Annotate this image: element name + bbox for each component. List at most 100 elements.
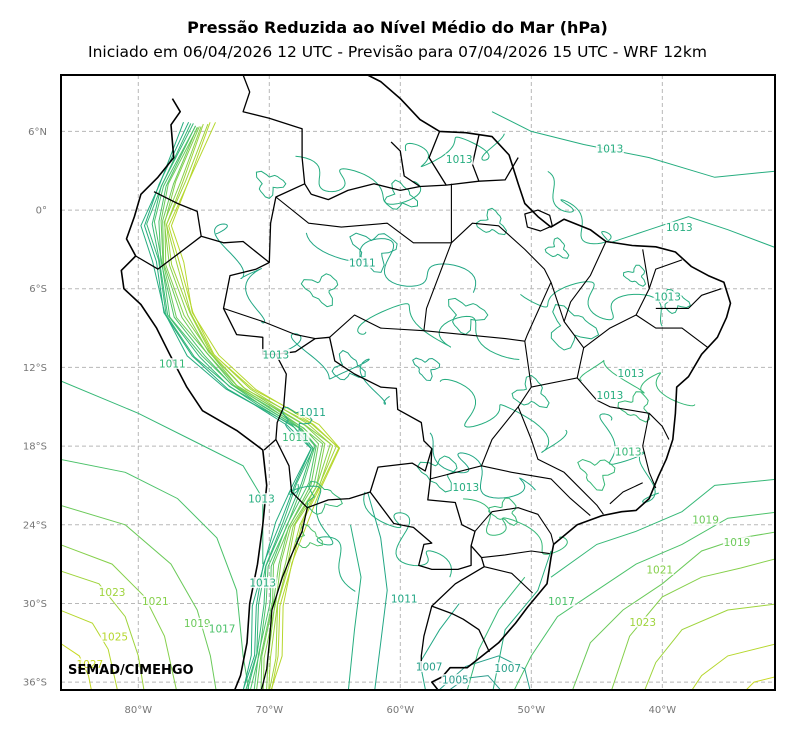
contour-label-bg bbox=[723, 536, 752, 548]
isobar-1015 bbox=[488, 497, 518, 526]
axis-ticks: 80°W 70°W 60°W 50°W 40°W 6°N 0° 6°S 12°S 18°S 24°S… bbox=[23, 127, 676, 716]
contour-label: 1025 bbox=[101, 631, 128, 643]
isobar-1013 bbox=[547, 170, 612, 245]
contour-label-bg bbox=[628, 616, 657, 628]
lat-tick-label: 18°S bbox=[23, 442, 47, 453]
contour-label-bg bbox=[261, 348, 290, 360]
border-line bbox=[275, 336, 433, 509]
contour-label-bg bbox=[247, 493, 276, 505]
contour-label-bg bbox=[665, 221, 694, 233]
isobar-1011 bbox=[349, 232, 398, 273]
contour-label-bg bbox=[98, 586, 127, 598]
lat-tick-label: 6°S bbox=[29, 284, 47, 295]
contour-label-bg bbox=[75, 658, 104, 670]
isobar-1013 bbox=[404, 133, 505, 168]
isobar-1021 bbox=[164, 126, 326, 690]
isobar-1011 bbox=[331, 349, 366, 381]
map-frame bbox=[60, 74, 776, 691]
isobar-1015 bbox=[617, 391, 651, 423]
contour-label: 1013 bbox=[618, 368, 645, 380]
contour-label: 1013 bbox=[452, 482, 479, 494]
contour-label: 1013 bbox=[446, 154, 473, 166]
isobar-1011 bbox=[429, 432, 536, 499]
contour-label-bg bbox=[616, 367, 645, 379]
contour-label-bg bbox=[595, 143, 624, 155]
contour-label-bg bbox=[348, 257, 377, 269]
contour-label-bg bbox=[595, 389, 624, 401]
contour-label-bg bbox=[645, 563, 674, 575]
contour-label: 1023 bbox=[99, 587, 126, 599]
isobar-1005 bbox=[448, 675, 502, 690]
isobar-1013 bbox=[295, 155, 422, 205]
isobar-1015 bbox=[579, 359, 696, 407]
border-line bbox=[635, 314, 709, 349]
contour-label: 1013 bbox=[666, 222, 693, 234]
contour-label: 1011 bbox=[391, 593, 418, 605]
isobar-1015 bbox=[577, 458, 616, 491]
contour-label: 1013 bbox=[654, 292, 681, 304]
border-line bbox=[642, 413, 657, 489]
contour-label-bg bbox=[451, 481, 480, 493]
contour-label-bg bbox=[100, 630, 129, 642]
isobar-1019 bbox=[61, 504, 217, 690]
isobar-1013 bbox=[544, 237, 570, 259]
contour-label-bg bbox=[390, 592, 419, 604]
contour-label: 1013 bbox=[615, 446, 642, 458]
contour-label: 1007 bbox=[494, 663, 521, 675]
contour-label: 1021 bbox=[646, 564, 673, 576]
lat-tick-label: 24°S bbox=[23, 520, 47, 531]
isobar-1011 bbox=[286, 333, 390, 405]
contour-label: 1019 bbox=[724, 537, 751, 549]
contour-label: 1021 bbox=[142, 596, 169, 608]
border-line bbox=[481, 550, 550, 559]
contour-label-bg bbox=[248, 577, 277, 589]
isobar-1013 bbox=[448, 297, 489, 335]
map-subtitle: Iniciado em 06/04/2026 12 UTC - Previsão… bbox=[88, 43, 707, 61]
border-line bbox=[451, 222, 552, 342]
border-line bbox=[576, 377, 670, 440]
isobar-1023 bbox=[61, 570, 145, 690]
isobar-1013 bbox=[609, 216, 775, 248]
isobar-1013 bbox=[383, 179, 418, 210]
contour-label-bg bbox=[445, 153, 474, 165]
credit-label: SEMAD/CIMEHGO bbox=[68, 663, 194, 678]
border-line bbox=[563, 241, 607, 322]
contour-labels: 1013 1013 1013 1011 1013 1013 1011 1013 1013 1011… bbox=[75, 143, 752, 687]
isobar-1023 bbox=[165, 123, 334, 690]
contour-label: 1011 bbox=[282, 432, 309, 444]
isobar-1013 bbox=[357, 303, 520, 360]
lat-tick-label: 12°S bbox=[23, 363, 47, 374]
isobar-1025 bbox=[61, 609, 118, 690]
isobar-1015 bbox=[466, 576, 526, 690]
isobar-1015 bbox=[61, 380, 264, 565]
isobar-1021 bbox=[611, 558, 775, 690]
lon-tick-label: 50°W bbox=[518, 705, 546, 716]
contour-label: 1019 bbox=[184, 618, 211, 630]
contour-label-bg bbox=[208, 622, 237, 634]
lon-tick-label: 70°W bbox=[255, 705, 283, 716]
border-line bbox=[260, 507, 308, 690]
isobar-1015 bbox=[550, 478, 775, 578]
border-line bbox=[153, 183, 305, 264]
border-line bbox=[609, 482, 643, 505]
contour-label: 1011 bbox=[349, 258, 376, 270]
isobar-1017 bbox=[513, 511, 775, 690]
border-line bbox=[135, 235, 202, 270]
border-line bbox=[648, 259, 683, 289]
isobar-1013 bbox=[255, 170, 287, 199]
contour-label: 1013 bbox=[248, 494, 275, 506]
contour-label-bg bbox=[441, 674, 470, 686]
isobar-1013 bbox=[416, 455, 458, 493]
contour-label: 1011 bbox=[159, 359, 186, 371]
isobar-1013 bbox=[511, 374, 550, 409]
contour-label: 1007 bbox=[416, 662, 443, 674]
isobar-1013 bbox=[347, 524, 362, 690]
border-line bbox=[517, 406, 604, 515]
country-borders bbox=[120, 75, 732, 690]
border-line bbox=[655, 288, 722, 309]
border-line bbox=[311, 157, 519, 201]
contour-label: 1013 bbox=[597, 390, 624, 402]
contour-label-bg bbox=[415, 661, 444, 673]
contour-label-bg bbox=[653, 291, 682, 303]
contour-label: 1027 bbox=[76, 659, 103, 671]
